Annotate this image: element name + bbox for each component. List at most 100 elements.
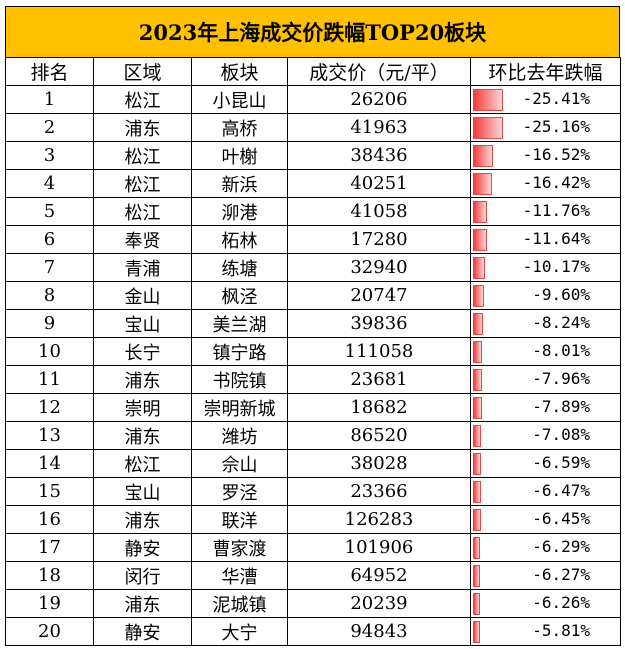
price-cell[interactable]: 26206 xyxy=(287,85,471,114)
block-cell[interactable]: 柘林 xyxy=(191,225,288,254)
district-cell[interactable]: 松江 xyxy=(93,197,192,226)
change-cell[interactable]: -7.08% xyxy=(470,421,621,450)
block-cell[interactable]: 潍坊 xyxy=(191,421,288,450)
price-cell[interactable]: 38436 xyxy=(287,141,471,170)
change-cell[interactable]: -5.81% xyxy=(470,617,621,646)
block-cell[interactable]: 泥城镇 xyxy=(191,589,288,618)
price-cell[interactable]: 17280 xyxy=(287,225,471,254)
district-cell[interactable]: 青浦 xyxy=(93,253,192,282)
rank-cell[interactable]: 2 xyxy=(5,113,94,142)
district-cell[interactable]: 崇明 xyxy=(93,393,192,422)
rank-cell[interactable]: 11 xyxy=(5,365,94,394)
rank-cell[interactable]: 6 xyxy=(5,225,94,254)
price-cell[interactable]: 64952 xyxy=(287,561,471,590)
district-cell[interactable]: 宝山 xyxy=(93,477,192,506)
rank-cell[interactable]: 19 xyxy=(5,589,94,618)
block-cell[interactable]: 高桥 xyxy=(191,113,288,142)
district-cell[interactable]: 闵行 xyxy=(93,561,192,590)
block-cell[interactable]: 联洋 xyxy=(191,505,288,534)
price-cell[interactable]: 111058 xyxy=(287,337,471,366)
price-cell[interactable]: 39836 xyxy=(287,309,471,338)
block-cell[interactable]: 曹家渡 xyxy=(191,533,288,562)
block-cell[interactable]: 枫泾 xyxy=(191,281,288,310)
change-cell[interactable]: -7.96% xyxy=(470,365,621,394)
price-cell[interactable]: 86520 xyxy=(287,421,471,450)
block-cell[interactable]: 罗泾 xyxy=(191,477,288,506)
price-cell[interactable]: 23366 xyxy=(287,477,471,506)
rank-cell[interactable]: 7 xyxy=(5,253,94,282)
change-cell[interactable]: -8.24% xyxy=(470,309,621,338)
block-cell[interactable]: 练塘 xyxy=(191,253,288,282)
change-cell[interactable]: -6.59% xyxy=(470,449,621,478)
price-cell[interactable]: 101906 xyxy=(287,533,471,562)
price-cell[interactable]: 126283 xyxy=(287,505,471,534)
block-cell[interactable]: 叶榭 xyxy=(191,141,288,170)
district-cell[interactable]: 长宁 xyxy=(93,337,192,366)
change-cell[interactable]: -16.52% xyxy=(470,141,621,170)
district-cell[interactable]: 浦东 xyxy=(93,505,192,534)
district-cell[interactable]: 松江 xyxy=(93,449,192,478)
district-cell[interactable]: 金山 xyxy=(93,281,192,310)
block-cell[interactable]: 大宁 xyxy=(191,617,288,646)
header-price[interactable]: 成交价（元/平） xyxy=(287,57,471,86)
district-cell[interactable]: 松江 xyxy=(93,85,192,114)
block-cell[interactable]: 新浜 xyxy=(191,169,288,198)
price-cell[interactable]: 40251 xyxy=(287,169,471,198)
change-cell[interactable]: -6.29% xyxy=(470,533,621,562)
rank-cell[interactable]: 1 xyxy=(5,85,94,114)
change-cell[interactable]: -9.60% xyxy=(470,281,621,310)
district-cell[interactable]: 松江 xyxy=(93,141,192,170)
district-cell[interactable]: 静安 xyxy=(93,533,192,562)
price-cell[interactable]: 38028 xyxy=(287,449,471,478)
block-cell[interactable]: 美兰湖 xyxy=(191,309,288,338)
table-title[interactable]: 2023年上海成交价跌幅TOP20板块 xyxy=(5,6,620,58)
change-cell[interactable]: -8.01% xyxy=(470,337,621,366)
district-cell[interactable]: 静安 xyxy=(93,617,192,646)
rank-cell[interactable]: 18 xyxy=(5,561,94,590)
district-cell[interactable]: 浦东 xyxy=(93,589,192,618)
change-cell[interactable]: -25.41% xyxy=(470,85,621,114)
price-cell[interactable]: 18682 xyxy=(287,393,471,422)
change-cell[interactable]: -11.64% xyxy=(470,225,621,254)
rank-cell[interactable]: 12 xyxy=(5,393,94,422)
header-block[interactable]: 板块 xyxy=(191,57,288,86)
rank-cell[interactable]: 9 xyxy=(5,309,94,338)
header-rank[interactable]: 排名 xyxy=(5,57,94,86)
block-cell[interactable]: 崇明新城 xyxy=(191,393,288,422)
price-cell[interactable]: 41058 xyxy=(287,197,471,226)
price-cell[interactable]: 94843 xyxy=(287,617,471,646)
block-cell[interactable]: 佘山 xyxy=(191,449,288,478)
change-cell[interactable]: -25.16% xyxy=(470,113,621,142)
block-cell[interactable]: 镇宁路 xyxy=(191,337,288,366)
change-cell[interactable]: -11.76% xyxy=(470,197,621,226)
price-cell[interactable]: 32940 xyxy=(287,253,471,282)
district-cell[interactable]: 浦东 xyxy=(93,421,192,450)
header-district[interactable]: 区域 xyxy=(93,57,192,86)
price-cell[interactable]: 20747 xyxy=(287,281,471,310)
rank-cell[interactable]: 14 xyxy=(5,449,94,478)
change-cell[interactable]: -10.17% xyxy=(470,253,621,282)
rank-cell[interactable]: 10 xyxy=(5,337,94,366)
price-cell[interactable]: 20239 xyxy=(287,589,471,618)
rank-cell[interactable]: 4 xyxy=(5,169,94,198)
change-cell[interactable]: -6.47% xyxy=(470,477,621,506)
district-cell[interactable]: 宝山 xyxy=(93,309,192,338)
rank-cell[interactable]: 5 xyxy=(5,197,94,226)
block-cell[interactable]: 泖港 xyxy=(191,197,288,226)
block-cell[interactable]: 书院镇 xyxy=(191,365,288,394)
change-cell[interactable]: -6.45% xyxy=(470,505,621,534)
rank-cell[interactable]: 15 xyxy=(5,477,94,506)
header-change[interactable]: 环比去年跌幅 xyxy=(470,57,621,86)
rank-cell[interactable]: 16 xyxy=(5,505,94,534)
rank-cell[interactable]: 3 xyxy=(5,141,94,170)
rank-cell[interactable]: 13 xyxy=(5,421,94,450)
rank-cell[interactable]: 20 xyxy=(5,617,94,646)
change-cell[interactable]: -6.27% xyxy=(470,561,621,590)
block-cell[interactable]: 华漕 xyxy=(191,561,288,590)
district-cell[interactable]: 浦东 xyxy=(93,113,192,142)
district-cell[interactable]: 松江 xyxy=(93,169,192,198)
change-cell[interactable]: -7.89% xyxy=(470,393,621,422)
change-cell[interactable]: -6.26% xyxy=(470,589,621,618)
block-cell[interactable]: 小昆山 xyxy=(191,85,288,114)
district-cell[interactable]: 奉贤 xyxy=(93,225,192,254)
